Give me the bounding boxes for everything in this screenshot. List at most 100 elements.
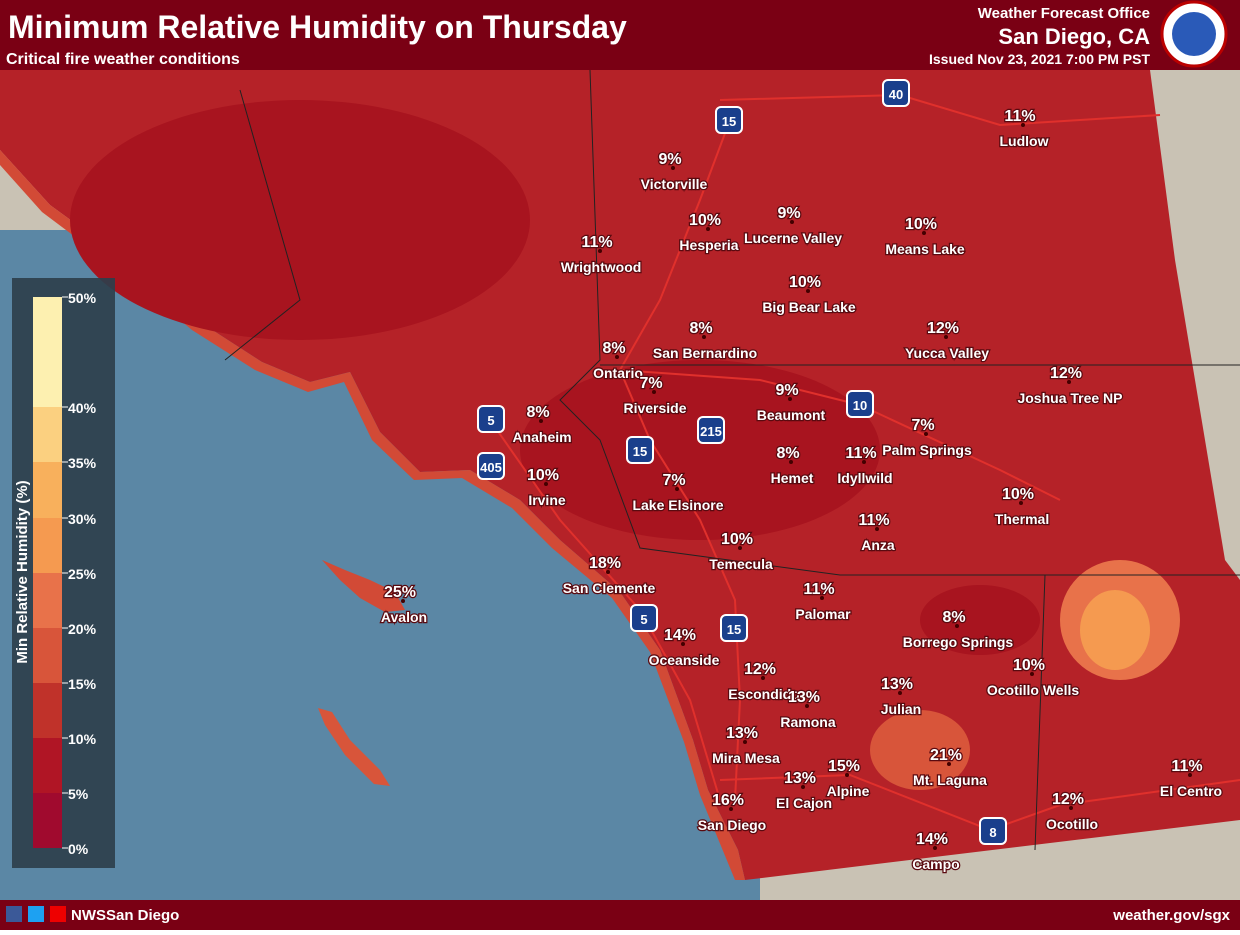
highway-number: 8 — [989, 825, 996, 840]
humidity-value: 8% — [942, 609, 965, 626]
humidity-value: 7% — [911, 417, 934, 434]
legend-swatch — [33, 462, 62, 518]
highway-number: 15 — [722, 114, 736, 129]
county-lines — [224, 69, 1240, 851]
city-dot — [652, 390, 656, 394]
humidity-value: 11% — [1171, 758, 1202, 775]
city-dot — [1188, 773, 1192, 777]
city-name: El Centro — [1160, 783, 1222, 799]
city-dot — [1067, 380, 1071, 384]
website: weather.gov/sgx — [1112, 907, 1230, 924]
city-dot — [401, 599, 405, 603]
city-dot — [729, 807, 733, 811]
city-dot — [933, 846, 937, 850]
city-dot — [1021, 123, 1025, 127]
facebook-icon[interactable] — [6, 906, 22, 922]
legend-tick-label: 0% — [68, 841, 89, 857]
city-dot — [922, 231, 926, 235]
road — [719, 93, 1161, 127]
humidity-value: 12% — [744, 661, 776, 678]
city-dot — [788, 397, 792, 401]
city-name: Hemet — [771, 470, 814, 486]
city-dot — [924, 432, 928, 436]
city-name: Anza — [861, 537, 895, 553]
dry-region — [520, 360, 880, 540]
city-name: Mira Mesa — [712, 750, 780, 766]
city-name: Ludlow — [1000, 133, 1049, 149]
humidity-value: 7% — [662, 472, 685, 489]
legend-tick-label: 15% — [68, 676, 97, 692]
humidity-value: 8% — [776, 445, 799, 462]
city-name: Campo — [912, 856, 959, 872]
city-dot — [806, 289, 810, 293]
city-name: Escondido — [728, 686, 800, 702]
highway-number: 215 — [700, 424, 722, 439]
header-band — [0, 0, 1240, 70]
city-dot — [1030, 672, 1034, 676]
legend-swatch — [33, 683, 62, 738]
highway-shield — [630, 604, 658, 632]
city-name: Victorville — [641, 176, 708, 192]
twitter-icon[interactable] — [28, 906, 44, 922]
highway-shield — [979, 817, 1007, 845]
highway-shield — [697, 416, 725, 444]
highway-shield — [846, 390, 874, 418]
city-name: Lucerne Valley — [744, 230, 842, 246]
humidity-value: 10% — [721, 531, 753, 548]
legend-swatch — [33, 407, 62, 462]
city-dot — [805, 704, 809, 708]
legend-tick-label: 30% — [68, 511, 97, 527]
highway-shield — [626, 436, 654, 464]
city-name: San Clemente — [563, 580, 656, 596]
city-name: Wrightwood — [561, 259, 642, 275]
subtitle: Critical fire weather conditions — [6, 51, 240, 68]
humidity-value: 13% — [784, 770, 816, 787]
city-dot — [671, 166, 675, 170]
county-line — [559, 69, 1240, 576]
city-name: Riverside — [623, 400, 686, 416]
city-name: El Cajon — [776, 795, 832, 811]
footer-band — [0, 900, 1240, 930]
highway-number: 10 — [853, 398, 867, 413]
highway-shield — [882, 79, 910, 107]
city-name: Mt. Laguna — [913, 772, 987, 788]
nws-logo-inner — [1172, 12, 1216, 56]
humidity-value: 10% — [689, 212, 721, 229]
legend-swatch — [33, 573, 62, 628]
city-name: Oceanside — [649, 652, 720, 668]
city-dot — [898, 691, 902, 695]
city-dot — [702, 335, 706, 339]
city-dot — [598, 249, 602, 253]
city-name: San Diego — [698, 817, 766, 833]
location: San Diego, CA — [998, 24, 1150, 49]
humidity-value: 7% — [639, 375, 662, 392]
humidity-value: 8% — [526, 404, 549, 421]
humidity-value: 12% — [1050, 365, 1082, 382]
legend-swatch — [33, 793, 62, 848]
humidity-value: 10% — [1013, 657, 1045, 674]
issued: Issued Nov 23, 2021 7:00 PM PST — [929, 51, 1150, 67]
city-name: Anaheim — [512, 429, 571, 445]
moist-region — [870, 710, 970, 790]
city-dot — [706, 227, 710, 231]
humidity-value: 8% — [602, 340, 625, 357]
county-line — [1034, 574, 1046, 851]
city-name: Irvine — [528, 492, 566, 508]
city-dot — [862, 460, 866, 464]
city-dot — [681, 642, 685, 646]
youtube-icon[interactable] — [50, 906, 66, 922]
humidity-value: 15% — [828, 758, 860, 775]
humidity-value: 10% — [789, 274, 821, 291]
city-name: Temecula — [709, 556, 773, 572]
city-name: Beaumont — [757, 407, 826, 423]
dry-region — [70, 100, 530, 340]
dry-region — [920, 585, 1040, 655]
city-name: Palm Springs — [882, 442, 972, 458]
city-dot — [1069, 806, 1073, 810]
city-name: Avalon — [381, 609, 427, 625]
humidity-value: 11% — [858, 512, 889, 529]
legend-swatch — [33, 628, 62, 683]
city-name: Alpine — [827, 783, 870, 799]
city-dot — [761, 676, 765, 680]
county-line — [224, 89, 301, 361]
